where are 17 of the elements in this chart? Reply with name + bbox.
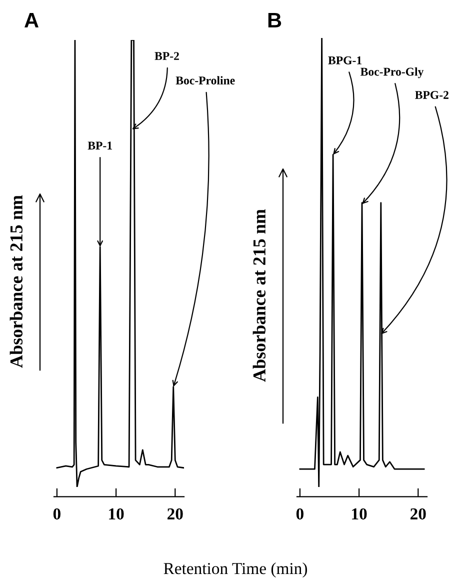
annotation: Boc-Proline (176, 76, 235, 84)
annotation: BP-2 (154, 52, 179, 60)
x-tick-label: 10 (352, 508, 367, 520)
y-axis-title: Absorbance at 215 nm (252, 209, 266, 382)
annotation: BPG-2 (415, 91, 448, 99)
x-tick-label: 10 (109, 508, 124, 520)
x-tick-label: 20 (168, 508, 183, 520)
chart-title: A (24, 13, 38, 28)
x-tick-label: 0 (296, 508, 304, 520)
chart-title: B (268, 13, 282, 28)
annotation: Boc-Pro-Gly (360, 67, 424, 78)
x-tick-label: 20 (410, 508, 426, 520)
annotation: BPG-1 (328, 56, 362, 64)
x-tick-label: 0 (53, 508, 60, 520)
x-axis-title: Retention Time (min) (164, 562, 307, 578)
annotation: BP-1 (88, 142, 112, 150)
y-axis-title: Absorbance at 215 nm (10, 195, 23, 368)
